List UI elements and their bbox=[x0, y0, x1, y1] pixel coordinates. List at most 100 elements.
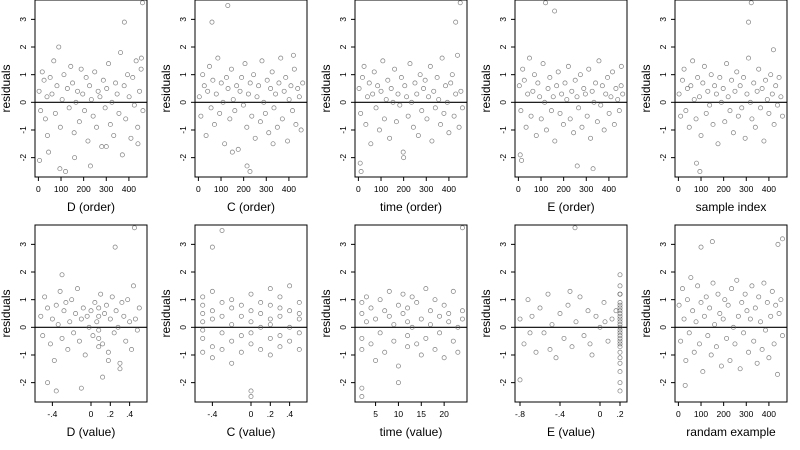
points-group bbox=[38, 225, 142, 394]
data-point bbox=[285, 138, 290, 144]
data-point bbox=[126, 94, 132, 100]
data-point bbox=[606, 110, 612, 116]
x-tick-label: 400 bbox=[762, 184, 776, 194]
data-point bbox=[525, 91, 531, 97]
data-point bbox=[373, 358, 379, 363]
data-point bbox=[131, 283, 136, 289]
data-point bbox=[700, 80, 706, 86]
data-point bbox=[42, 116, 48, 122]
data-point bbox=[219, 347, 225, 352]
data-point bbox=[586, 66, 592, 72]
data-point bbox=[729, 77, 735, 83]
y-tick-label: 2 bbox=[658, 269, 668, 274]
data-point bbox=[739, 105, 745, 111]
scatter-panel: -2 -1 0 1 2 3 -.8 -.4 0 .2 E (value) residuals bbox=[479, 224, 628, 439]
data-point bbox=[105, 349, 111, 355]
data-point bbox=[293, 121, 299, 127]
data-point bbox=[80, 305, 86, 311]
data-point bbox=[744, 91, 750, 97]
data-point bbox=[281, 88, 287, 94]
data-point bbox=[407, 61, 413, 67]
data-point bbox=[381, 116, 387, 122]
data-point bbox=[597, 324, 603, 330]
data-point bbox=[764, 97, 770, 103]
data-point bbox=[359, 299, 365, 305]
data-point bbox=[117, 366, 123, 372]
scatter-panel: -2 -1 0 1 2 3 -.4 0 .2 .4 C (value) residuals bbox=[159, 224, 308, 439]
data-point bbox=[617, 305, 623, 311]
data-point bbox=[210, 77, 216, 83]
data-point bbox=[258, 311, 264, 316]
plot-frame bbox=[194, 0, 308, 178]
data-point bbox=[763, 77, 768, 83]
y-tick-label: 0 bbox=[658, 325, 668, 330]
data-point bbox=[768, 72, 774, 78]
data-point bbox=[382, 308, 388, 314]
data-point bbox=[724, 61, 730, 67]
data-point bbox=[773, 302, 779, 308]
data-point bbox=[277, 305, 283, 311]
data-point bbox=[747, 99, 753, 105]
data-point bbox=[267, 316, 273, 322]
y-tick-label: 2 bbox=[498, 44, 508, 49]
data-point bbox=[746, 55, 751, 61]
data-point bbox=[749, 116, 755, 122]
data-point bbox=[286, 97, 292, 103]
data-point bbox=[572, 77, 578, 83]
y-tick-label: 0 bbox=[658, 100, 668, 105]
data-point bbox=[387, 135, 393, 141]
data-point bbox=[125, 72, 130, 78]
y-tick-label: -2 bbox=[498, 154, 508, 162]
data-point bbox=[617, 338, 623, 344]
data-point bbox=[572, 225, 578, 231]
data-point bbox=[437, 313, 443, 319]
data-point bbox=[691, 349, 697, 355]
data-point bbox=[205, 88, 211, 94]
data-point bbox=[266, 130, 272, 136]
data-point bbox=[296, 347, 302, 352]
data-point bbox=[601, 127, 607, 133]
y-tick-label: 3 bbox=[658, 17, 668, 22]
x-tick-label: -.4 bbox=[555, 409, 565, 419]
data-point bbox=[219, 313, 225, 319]
x-axis-label: C (value) bbox=[227, 425, 276, 439]
data-point bbox=[45, 305, 51, 311]
x-tick-label: 400 bbox=[602, 184, 616, 194]
data-point bbox=[75, 286, 80, 292]
y-tick-label: -1 bbox=[178, 126, 188, 134]
data-point bbox=[83, 74, 89, 80]
data-point bbox=[535, 80, 541, 86]
x-tick-label: 300 bbox=[579, 184, 593, 194]
x-tick-label: 0 bbox=[676, 409, 681, 419]
data-point bbox=[200, 335, 206, 341]
data-point bbox=[360, 74, 365, 80]
x-tick-label: 0 bbox=[676, 184, 681, 194]
data-point bbox=[419, 108, 425, 114]
data-point bbox=[567, 116, 573, 122]
data-point bbox=[234, 83, 240, 89]
data-point bbox=[95, 88, 101, 94]
data-point bbox=[97, 94, 103, 100]
y-tick-label: -1 bbox=[178, 351, 188, 359]
x-axis-label: time (value) bbox=[380, 425, 443, 439]
y-tick-label: 3 bbox=[178, 242, 188, 247]
data-point bbox=[707, 305, 713, 311]
data-point bbox=[63, 299, 69, 305]
data-point bbox=[102, 311, 107, 316]
x-tick-label: 300 bbox=[259, 184, 273, 194]
x-tick-label: 200 bbox=[717, 409, 731, 419]
data-point bbox=[68, 63, 74, 69]
x-tick-label: 200 bbox=[237, 184, 251, 194]
y-tick-label: 1 bbox=[338, 72, 348, 77]
data-point bbox=[59, 272, 65, 278]
data-point bbox=[96, 335, 102, 341]
y-axis-label: residuals bbox=[479, 289, 493, 337]
y-tick-label: 2 bbox=[178, 44, 188, 49]
data-point bbox=[276, 80, 282, 86]
y-axis-label: residuals bbox=[0, 64, 13, 112]
data-point bbox=[527, 55, 532, 61]
y-tick-label: 1 bbox=[658, 297, 668, 302]
data-point bbox=[521, 77, 527, 83]
data-point bbox=[398, 74, 404, 80]
data-point bbox=[555, 69, 561, 75]
